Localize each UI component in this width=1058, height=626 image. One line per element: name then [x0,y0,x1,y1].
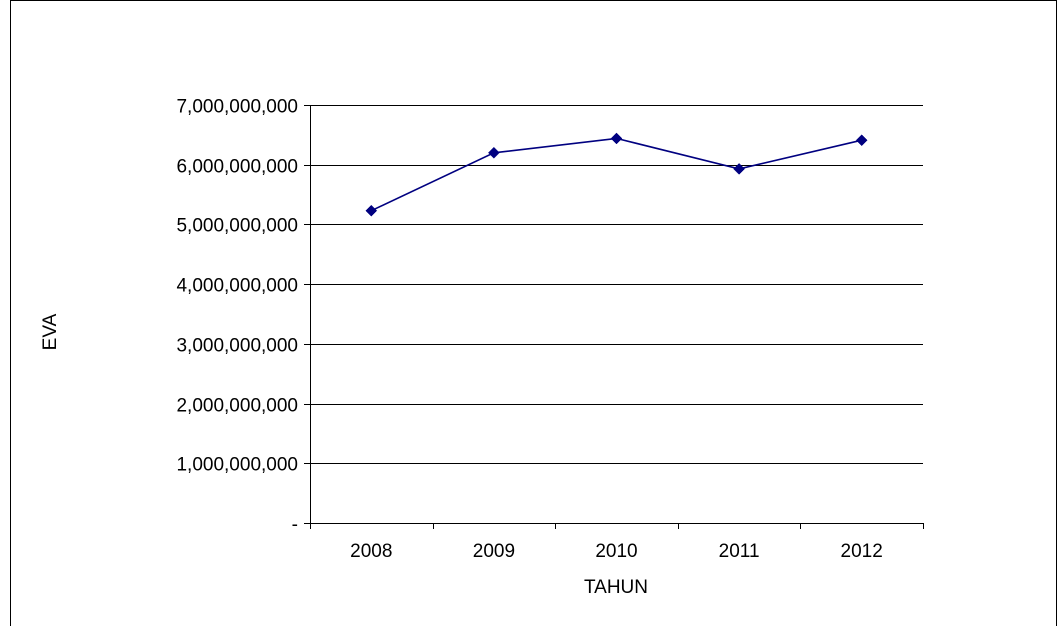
y-axis-title: EVA [40,313,61,350]
x-tick-label: 2012 [841,541,883,562]
y-tick-label: 5,000,000,000 [176,216,298,237]
x-tick-label: 2010 [595,541,637,562]
y-tick-label: - [292,515,298,536]
data-point-marker [855,134,868,147]
chart-border [10,0,1057,626]
x-tick-label: 2011 [719,541,760,562]
data-point-marker [365,204,378,217]
y-tick-label: 6,000,000,000 [176,157,298,178]
y-tick-label: 1,000,000,000 [176,455,298,476]
x-tick-label: 2009 [473,541,515,562]
y-tick-label: 2,000,000,000 [176,396,298,417]
x-tick-labels: 2008 2009 2010 2011 2012 [350,541,883,562]
x-tick-label: 2008 [350,541,392,562]
y-tick-labels: - 1,000,000,000 2,000,000,000 3,000,000,000… [176,97,298,536]
y-tick-label: 4,000,000,000 [176,276,298,297]
y-tick-label: 7,000,000,000 [176,97,298,118]
data-point-marker [733,163,745,175]
axes [304,105,924,529]
grid-lines [310,105,923,464]
data-point-marker [488,146,500,159]
data-point-marker [610,132,623,145]
x-axis-title: TAHUN [584,577,648,598]
series-layer [365,132,868,217]
y-tick-label: 3,000,000,000 [176,336,298,357]
